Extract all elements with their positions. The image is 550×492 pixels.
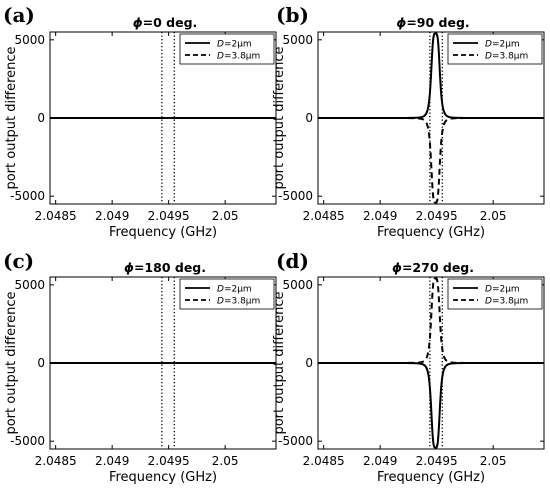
series-line-dashed [318,277,544,364]
legend: D=2μm D=3.8μm [447,33,543,65]
panel-letter: (d) [276,249,309,273]
series-line-solid [318,362,544,449]
x-tick-label: 2.05 [480,209,507,223]
legend-label: D=2μm [485,285,520,295]
x-tick-label: 2.0485 [303,454,345,468]
x-tick-label: 2.0495 [416,209,458,223]
x-tick-label: 2.05 [480,454,507,468]
y-axis-label: port output difference [4,46,19,189]
x-tick-label: 2.0495 [148,454,190,468]
y-tick-label: 0 [305,356,313,370]
x-tick-label: 2.049 [95,454,129,468]
y-axis-label: port output difference [272,46,287,189]
y-tick-label: -5000 [10,434,45,448]
y-tick-label: -5000 [278,189,313,203]
y-tick-label: 0 [37,111,45,125]
x-axis-label: Frequency (GHz) [377,225,485,240]
x-axis-label: Frequency (GHz) [377,470,485,485]
chart-panel-a: (a) ϕ=0 deg. 2.0485 2.049 2.0495 2.05 -5000 0 50… [3,3,277,240]
legend: D=2μm D=3.8μm [179,278,275,310]
y-tick-label: 5000 [14,278,45,292]
y-tick-label: 5000 [282,278,313,292]
legend-label: D=2μm [217,40,252,50]
x-tick-label: 2.0495 [148,209,190,223]
x-tick-label: 2.0495 [416,454,458,468]
chart-panel-c: (c) ϕ=180 deg. 2.0485 2.049 2.0495 2.05 -5000 0… [3,249,277,485]
legend: D=2μm D=3.8μm [447,278,543,310]
x-tick-label: 2.049 [95,209,129,223]
legend-label: D=3.8μm [217,52,260,62]
x-axis-label: Frequency (GHz) [109,470,217,485]
x-tick-label: 2.05 [212,209,239,223]
legend-label: D=3.8μm [485,297,528,307]
panel-title: ϕ=90 deg. [396,15,469,30]
y-tick-label: 5000 [14,33,45,47]
panel-title: ϕ=180 deg. [124,260,206,275]
legend-label: D=3.8μm [485,52,528,62]
legend-box [447,33,543,65]
panel-letter: (c) [3,249,34,273]
panel-title: ϕ=270 deg. [392,260,474,275]
x-tick-label: 2.049 [363,454,397,468]
series-line-dashed [318,117,544,204]
legend: D=2μm D=3.8μm [179,33,275,65]
x-tick-label: 2.05 [212,454,239,468]
y-axis-label: port output difference [4,291,19,434]
y-tick-label: 0 [37,356,45,370]
chart-panel-b: (b) ϕ=90 deg. 2.0485 2.049 2.0495 2.05 -5000 0 5… [272,3,545,240]
legend-label: D=2μm [485,40,520,50]
legend-box [179,278,275,310]
panel-letter: (a) [3,3,35,27]
series-curves [318,277,544,449]
legend-box [447,278,543,310]
x-axis-label: Frequency (GHz) [109,225,217,240]
y-tick-label: -5000 [278,434,313,448]
legend-box [179,33,275,65]
series-curves [318,32,544,204]
chart-panel-d: (d) ϕ=270 deg. 2.0485 2.049 2.0495 2.05 -5000 0… [272,249,545,485]
legend-label: D=3.8μm [217,297,260,307]
y-tick-label: 0 [305,111,313,125]
legend-label: D=2μm [217,285,252,295]
x-tick-label: 2.049 [363,209,397,223]
y-tick-label: 5000 [282,33,313,47]
panel-title: ϕ=0 deg. [133,15,198,30]
x-tick-label: 2.0485 [35,454,77,468]
y-tick-label: -5000 [10,189,45,203]
panel-letter: (b) [276,3,309,27]
x-tick-label: 2.0485 [35,209,77,223]
x-tick-label: 2.0485 [303,209,345,223]
y-axis-label: port output difference [272,291,287,434]
